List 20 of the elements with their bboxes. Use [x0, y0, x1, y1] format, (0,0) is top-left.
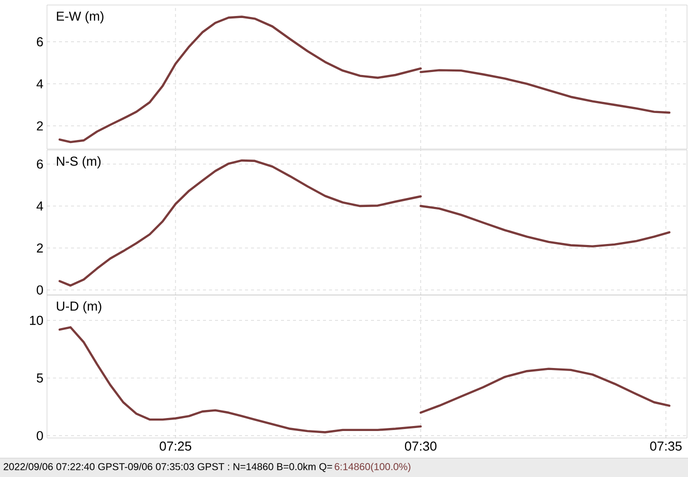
y-axis-title: U-D (m) — [56, 301, 102, 314]
text: 6:14860(100.0%) — [334, 462, 410, 472]
y-tick-label: 10 — [30, 316, 43, 325]
y-tick-label: 0 — [36, 431, 43, 440]
y-tick-label: 4 — [36, 79, 44, 88]
y-tick-label: 2 — [36, 121, 43, 130]
x-tick-label: 07:30 — [404, 442, 436, 451]
x-tick-label: 07:35 — [650, 442, 682, 451]
text: 2022/09/06 07:22:40 GPST-09/06 07:35:03 GPST : N=14860 B=0.0km Q= — [4, 462, 332, 472]
y-axis-title: E-W (m) — [56, 11, 104, 24]
y-axis-title: N-S (m) — [56, 156, 101, 168]
y-tick-label: 6 — [36, 159, 43, 169]
x-tick-label: 07:25 — [160, 442, 192, 451]
y-tick-label: 6 — [36, 37, 43, 46]
y-tick-label: 2 — [36, 243, 43, 253]
y-tick-label: 4 — [36, 202, 44, 210]
y-tick-label: 0 — [36, 285, 43, 295]
line-series — [420, 368, 670, 414]
y-tick-label: 5 — [36, 374, 43, 383]
line-series — [420, 204, 670, 248]
